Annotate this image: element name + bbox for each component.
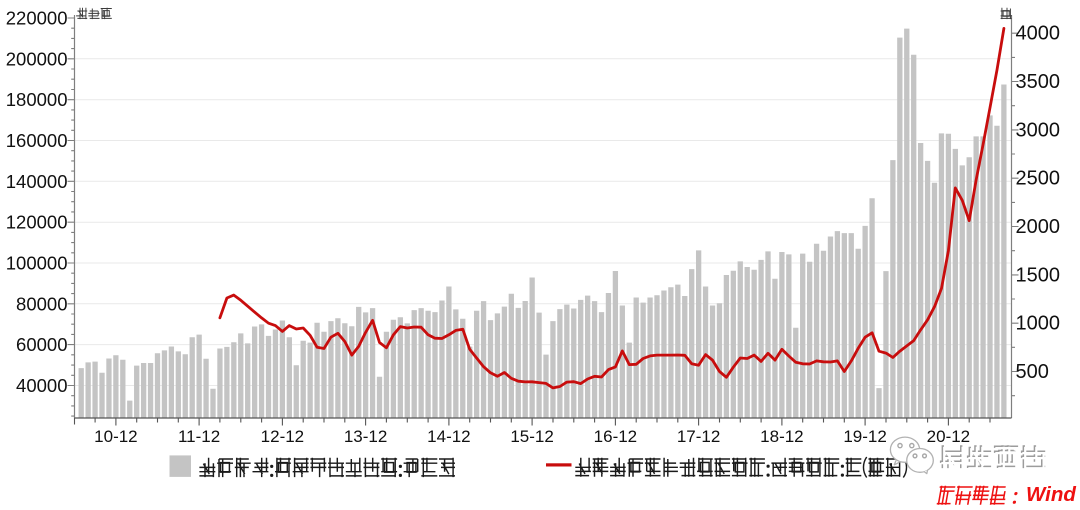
svg-text:15-12: 15-12 <box>510 427 553 446</box>
svg-text:10-12: 10-12 <box>94 427 137 446</box>
svg-text:500: 500 <box>1016 361 1049 383</box>
svg-text:2000: 2000 <box>1016 216 1061 238</box>
svg-text:160000: 160000 <box>6 130 68 151</box>
svg-text:17-12: 17-12 <box>677 427 720 446</box>
svg-text:2500: 2500 <box>1016 168 1061 190</box>
svg-text:100000: 100000 <box>6 253 68 274</box>
svg-text:3000: 3000 <box>1016 119 1061 141</box>
svg-text:11-12: 11-12 <box>178 427 220 446</box>
svg-text:220000: 220000 <box>6 8 68 29</box>
svg-text:120000: 120000 <box>6 212 68 233</box>
svg-text:14-12: 14-12 <box>427 427 470 446</box>
svg-text:18-12: 18-12 <box>760 427 803 446</box>
svg-text:16-12: 16-12 <box>594 427 637 446</box>
svg-text:180000: 180000 <box>6 89 68 110</box>
svg-text:3500: 3500 <box>1016 71 1061 93</box>
svg-text:12-12: 12-12 <box>261 427 304 446</box>
svg-text:140000: 140000 <box>6 171 68 192</box>
svg-text:80000: 80000 <box>16 293 67 314</box>
svg-text:1000: 1000 <box>1016 313 1061 335</box>
svg-text:200000: 200000 <box>6 48 68 69</box>
svg-text:20-12: 20-12 <box>927 427 970 446</box>
svg-text:Wind: Wind <box>1026 483 1076 505</box>
svg-text:19-12: 19-12 <box>843 427 886 446</box>
svg-text:1500: 1500 <box>1016 264 1061 286</box>
svg-text:60000: 60000 <box>16 334 67 355</box>
svg-text:13-12: 13-12 <box>344 427 387 446</box>
svg-text:40000: 40000 <box>16 375 67 396</box>
svg-text:4000: 4000 <box>1016 23 1061 45</box>
